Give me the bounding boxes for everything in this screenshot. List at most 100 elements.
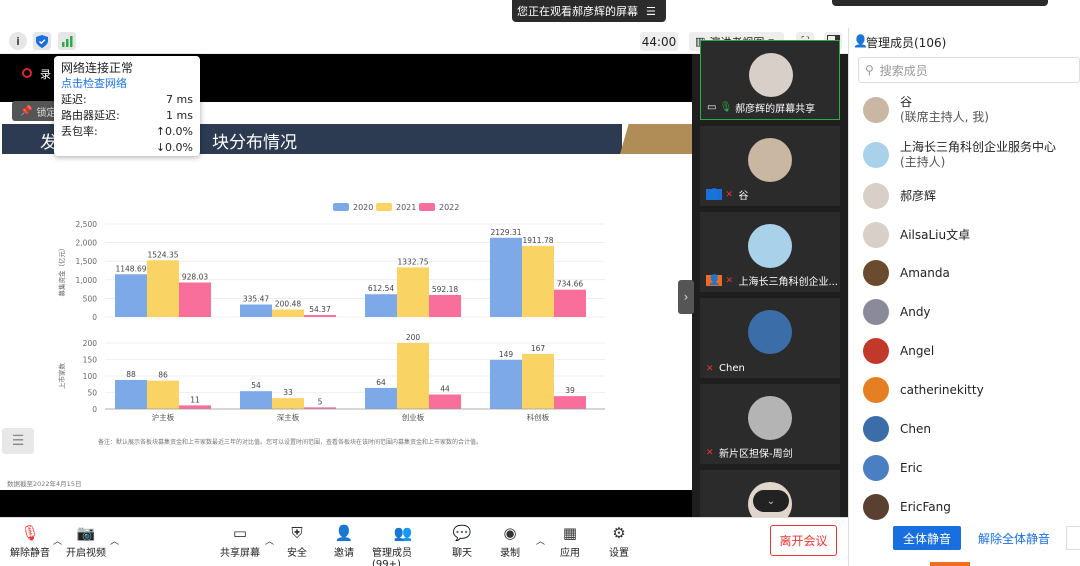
settings-button[interactable]: ⚙ 设置 (609, 524, 629, 559)
check-network-link[interactable]: 点击检查网络 (61, 77, 127, 90)
video-tile[interactable]: 👤 ✕ 谷 (700, 126, 840, 206)
x-tick-label: 科创板 (527, 412, 550, 422)
info-icon[interactable]: i (9, 32, 27, 50)
avatar (863, 222, 889, 248)
member-name: 谷 (900, 95, 913, 109)
packet-loss-up-row: 丢包率: ↑0.0% (61, 125, 193, 138)
legend-swatch (333, 203, 349, 211)
bar (115, 274, 147, 317)
member-item[interactable]: Angel (863, 336, 1073, 366)
member-name: Andy (900, 304, 931, 319)
start-video-button[interactable]: 📷 开启视频 (66, 524, 106, 559)
avatar (748, 138, 792, 182)
data-label: 149 (499, 350, 514, 359)
avatar (863, 416, 889, 442)
member-item[interactable]: Eric (863, 453, 1073, 483)
bar (240, 391, 272, 409)
banner-text: 您正在观看郝彦辉的屏幕 (517, 5, 638, 18)
avatar (863, 142, 889, 168)
avatar (863, 183, 889, 209)
member-name: Chen (900, 421, 931, 436)
data-label: 39 (565, 386, 575, 395)
member-item[interactable]: Amanda (863, 258, 1073, 288)
mute-all-button[interactable]: 全体静音 (893, 526, 961, 550)
avatar (748, 224, 792, 268)
bar (147, 380, 179, 409)
chevron-up-icon[interactable]: ︿ (53, 537, 63, 547)
unmute-all-button[interactable]: 解除全体静音 (977, 531, 1050, 546)
y-tick-label: 100 (83, 372, 98, 381)
bar (429, 394, 461, 409)
y-tick-label: 500 (83, 294, 98, 303)
member-item[interactable]: catherinekitty (863, 375, 1073, 405)
chevron-up-icon[interactable]: ︿ (536, 537, 546, 547)
invite-button[interactable]: 👤 邀请 (334, 524, 354, 559)
record-label: 录 (40, 68, 51, 81)
settings-icon: ⚙ (612, 524, 626, 542)
data-label: 928.03 (182, 272, 208, 281)
member-role: (联席主持人, 我) (900, 110, 989, 124)
data-label: 33 (283, 388, 293, 397)
more-button[interactable] (1066, 526, 1080, 550)
search-placeholder: 搜索成员 (879, 63, 928, 78)
avatar (749, 53, 793, 97)
share-screen-button[interactable]: ▭ 共享屏幕 (220, 524, 260, 559)
video-tile[interactable]: 👤 ✕ 上海长三角科创企业... (700, 212, 840, 292)
y-axis-label: 上市家数 (57, 363, 66, 390)
manage-members-button[interactable]: 👥 管理成员(99+) (372, 524, 413, 566)
record-button[interactable]: ◉ 录制 (500, 524, 520, 559)
data-label: 200 (406, 333, 421, 342)
member-item[interactable]: Chen (863, 414, 1073, 444)
unmute-button[interactable]: 🎙 解除静音 (10, 524, 50, 559)
member-item[interactable]: Andy (863, 297, 1073, 327)
video-tile[interactable]: ✕ 新片区担保-周剑 (700, 384, 840, 464)
slide-title-start: 发 (40, 133, 57, 153)
screen-share-banner[interactable]: 您正在观看郝彦辉的屏幕 ☰ (512, 0, 666, 22)
video-tile[interactable]: ✕ Chen (700, 298, 840, 378)
security-shield-icon[interactable] (33, 32, 51, 50)
video-tile[interactable]: ▭ 🎙 郝彦辉的屏幕共享 (700, 40, 840, 120)
chevron-up-icon[interactable]: ︿ (265, 537, 275, 547)
mic-off-icon: ✕ (706, 447, 714, 458)
network-status: 网络连接正常 (61, 61, 134, 75)
legend-label: 2020 (353, 203, 373, 212)
menu-icon[interactable]: ☰ (646, 4, 656, 18)
data-label: 54 (251, 381, 261, 390)
leave-meeting-button[interactable]: 离开会议 (770, 525, 837, 556)
mic-off-icon: ✕ (725, 275, 733, 286)
data-label: 86 (158, 371, 168, 380)
packet-loss-down-row: ↓0.0% (155, 141, 193, 154)
y-tick-label: 2,500 (76, 220, 98, 229)
member-item[interactable]: 上海长三角科创企业服务中心 (主持人) (863, 140, 1073, 170)
member-item[interactable]: 郝彦辉 (863, 181, 1073, 211)
bar (522, 353, 554, 409)
avatar (863, 97, 889, 123)
chat-icon: 💬 (452, 524, 472, 542)
data-label: 200.48 (275, 300, 301, 309)
bar (490, 237, 522, 317)
security-button[interactable]: ⛨ 安全 (287, 524, 307, 559)
list-menu-icon[interactable]: ☰ (2, 428, 34, 454)
member-name: 郝彦辉 (900, 188, 937, 203)
member-name: EricFang (900, 499, 951, 514)
data-label: 2129.31 (490, 228, 521, 237)
lock-button[interactable]: 📌 锁定 (12, 101, 60, 121)
members-icon: 👥 (393, 524, 413, 542)
bar (490, 359, 522, 409)
tile-name: Chen (719, 363, 745, 374)
search-members-input[interactable]: ⚲ 搜索成员 (858, 57, 1080, 83)
chevron-right-icon[interactable]: › (678, 280, 694, 314)
chat-button[interactable]: 💬 聊天 (452, 524, 472, 559)
member-item[interactable]: AilsaLiu文卓 (863, 220, 1073, 250)
screen-share-icon: ▭ (707, 102, 717, 113)
apps-button[interactable]: ▦ 应用 (560, 524, 580, 559)
network-signal-icon[interactable] (58, 32, 76, 50)
tile-name: 新片区担保-周剑 (719, 449, 793, 460)
member-item[interactable]: EricFang (863, 492, 1073, 522)
member-item[interactable]: 谷 (联席主持人, 我) (863, 95, 1073, 125)
chevron-up-icon[interactable]: ︿ (110, 537, 120, 547)
scroll-down-icon[interactable]: ⌄ (753, 490, 789, 512)
mic-on-icon: 🎙 (719, 102, 733, 113)
y-tick-label: 150 (83, 356, 98, 365)
avatar (863, 338, 889, 364)
